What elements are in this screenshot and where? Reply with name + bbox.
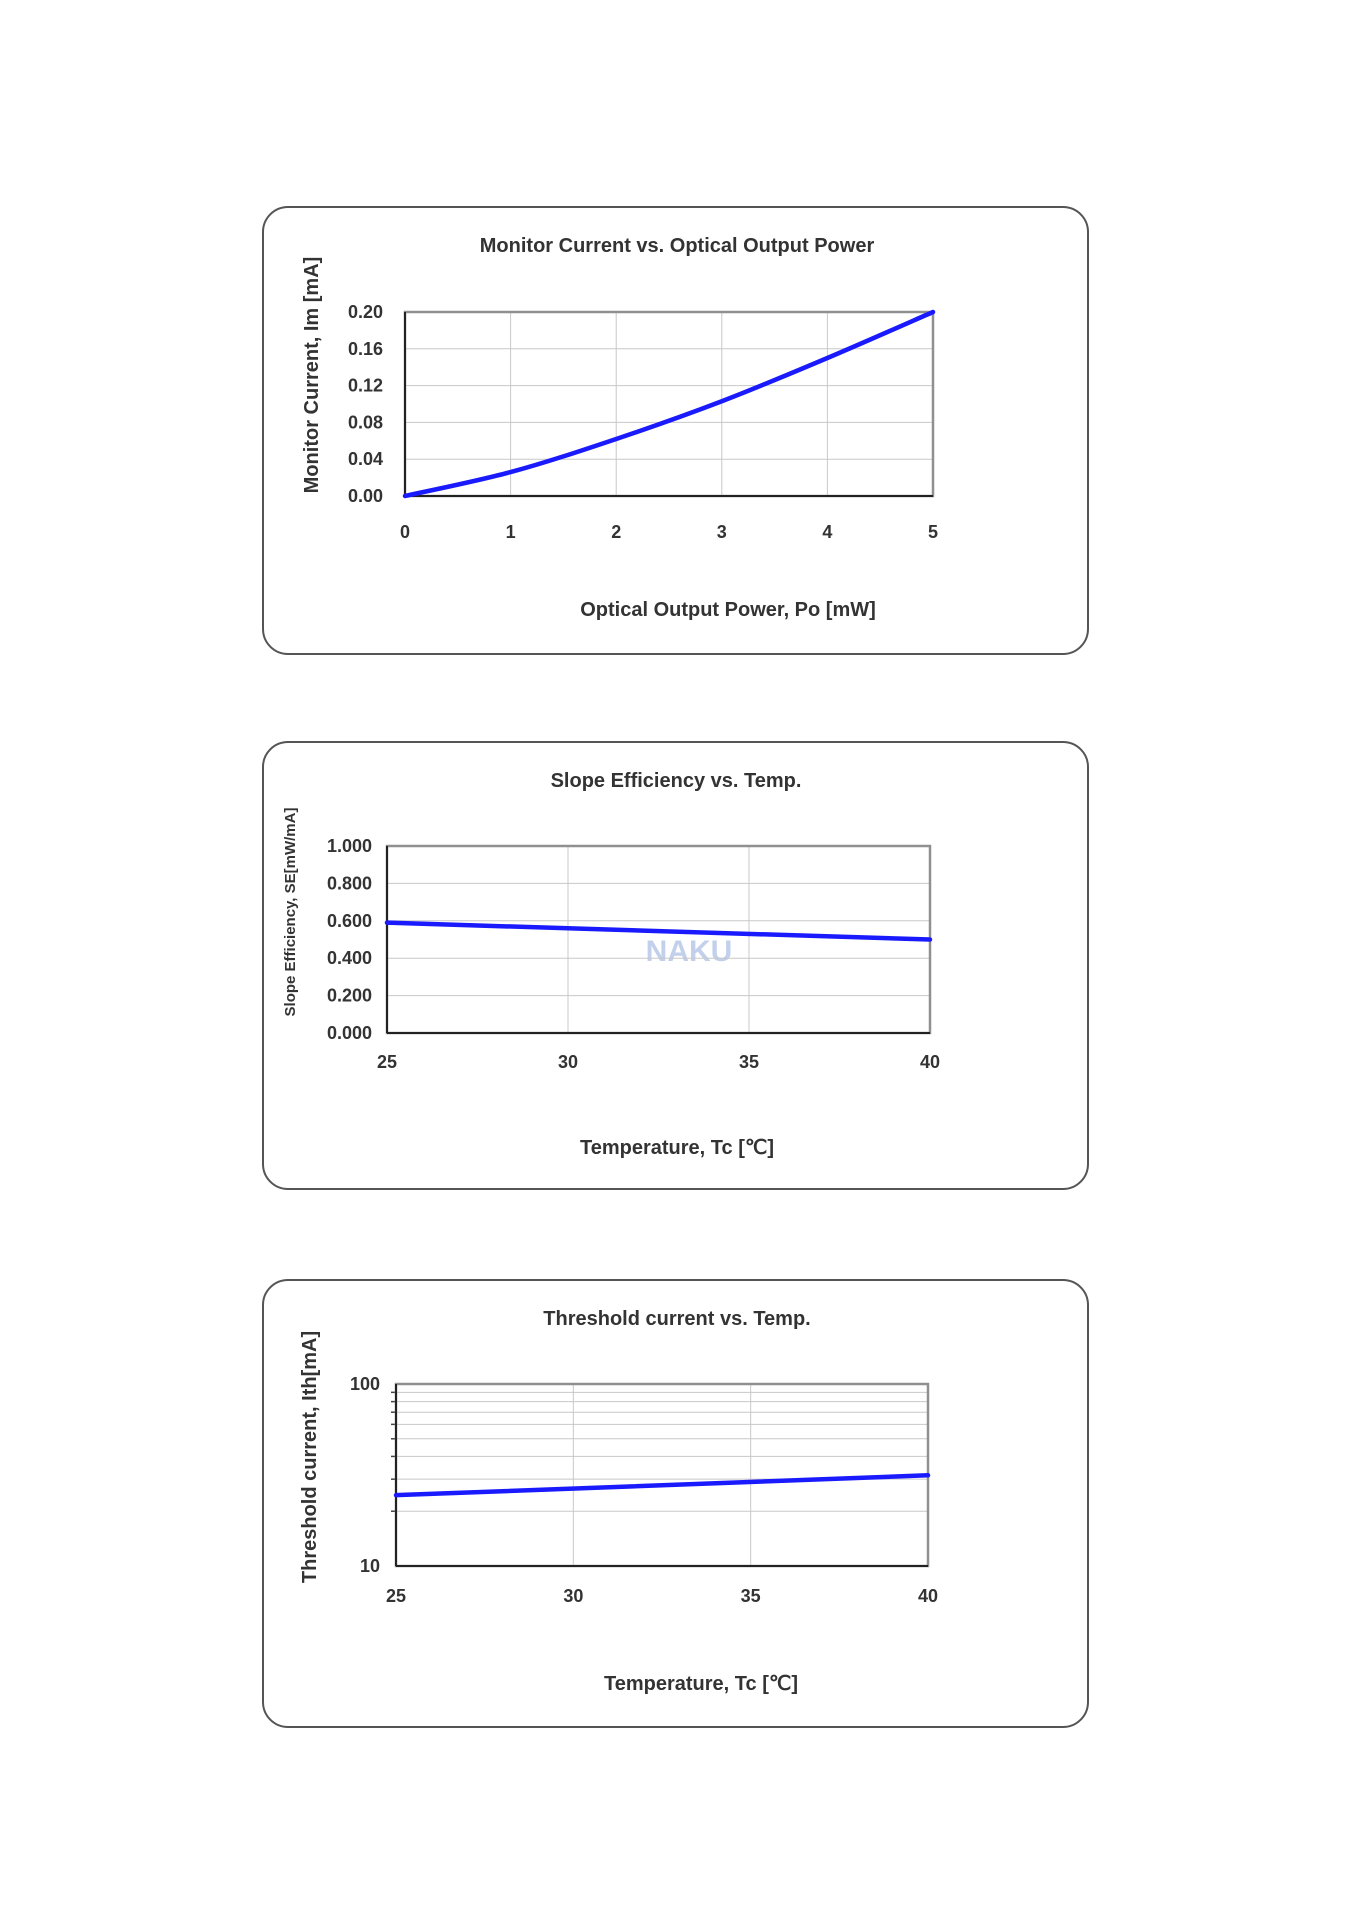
y-tick-label: 10 — [360, 1556, 380, 1576]
y-tick-label: 0.800 — [327, 873, 372, 893]
chart-title: Monitor Current vs. Optical Output Power — [480, 235, 875, 257]
series-line — [393, 1473, 931, 1498]
y-tick-label: 0.20 — [348, 302, 383, 322]
x-tick-label: 2 — [611, 522, 621, 542]
slope-efficiency-chart: Slope Efficiency vs. Temp. NAKU 25 30 35 40… — [282, 770, 940, 1159]
series-line — [384, 920, 933, 942]
x-tick-label: 4 — [822, 522, 832, 542]
y-tick-label: 0.000 — [327, 1023, 372, 1043]
x-tick-label: 5 — [928, 522, 938, 542]
y-axis-label: Threshold current, Ith[mA] — [299, 1331, 321, 1583]
naku-watermark: NAKU — [646, 935, 733, 968]
y-tick-label: 0.08 — [348, 412, 383, 432]
x-tick-label: 35 — [741, 1586, 761, 1606]
y-tick-label: 100 — [350, 1374, 380, 1394]
x-tick-label: 40 — [918, 1586, 938, 1606]
x-axis-label: Temperature, Tc [℃] — [580, 1137, 774, 1159]
chart-panel-slope-efficiency: Slope Efficiency vs. Temp. NAKU 25 30 35 40… — [262, 741, 1089, 1190]
series-line — [402, 309, 936, 499]
x-tick-label: 0 — [400, 522, 410, 542]
x-tick-label: 1 — [506, 522, 516, 542]
plot-frame — [394, 1382, 930, 1568]
y-tick-label: 0.16 — [348, 339, 383, 359]
y-tick-label: 0.200 — [327, 986, 372, 1006]
y-tick-label: 0.400 — [327, 948, 372, 968]
x-tick-label: 25 — [377, 1052, 397, 1072]
plot-frame — [403, 310, 935, 498]
chart-panel-monitor-current: Monitor Current vs. Optical Output Power… — [262, 206, 1089, 655]
monitor-current-chart: Monitor Current vs. Optical Output Power… — [301, 235, 938, 621]
chart-title: Threshold current vs. Temp. — [543, 1308, 810, 1330]
x-axis-label: Optical Output Power, Po [mW] — [580, 599, 876, 621]
y-tick-label: 0.04 — [348, 449, 383, 469]
y-tick-label: 1.000 — [327, 836, 372, 856]
chart-title: Slope Efficiency vs. Temp. — [551, 770, 802, 792]
threshold-current-chart: Threshold current vs. Temp. 25 30 35 40 10 10… — [299, 1308, 938, 1695]
x-tick-label: 30 — [563, 1586, 583, 1606]
chart-panel-threshold-current: Threshold current vs. Temp. 25 30 35 40 10 10… — [262, 1279, 1089, 1728]
x-tick-label: 3 — [717, 522, 727, 542]
x-tick-label: 35 — [739, 1052, 759, 1072]
x-tick-label: 40 — [920, 1052, 940, 1072]
x-tick-label: 25 — [386, 1586, 406, 1606]
x-tick-label: 30 — [558, 1052, 578, 1072]
y-tick-label: 0.00 — [348, 486, 383, 506]
y-tick-label: 0.12 — [348, 376, 383, 396]
x-axis-label: Temperature, Tc [℃] — [604, 1673, 798, 1695]
y-axis-label: Slope Efficiency, SE[mW/mA] — [282, 808, 299, 1017]
y-axis-label: Monitor Current, Im [mA] — [301, 257, 323, 494]
y-tick-label: 0.600 — [327, 911, 372, 931]
